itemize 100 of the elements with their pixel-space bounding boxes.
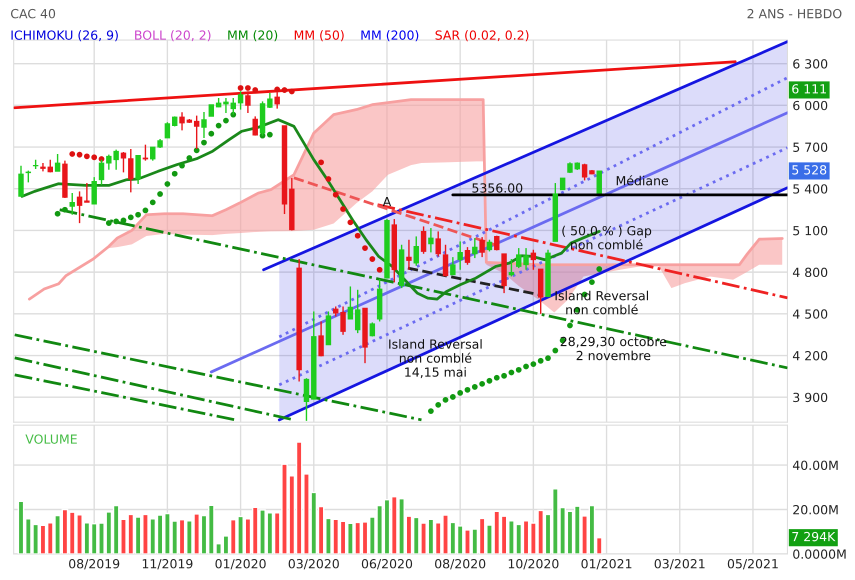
annotation: Médiane <box>616 175 668 186</box>
point <box>113 218 120 224</box>
point <box>442 396 448 403</box>
chart-subtitle: 2 ANS - HEBDO <box>748 8 842 18</box>
point <box>567 322 573 328</box>
annotation: 28,29,30 octobre 2 novembre <box>560 336 666 360</box>
candlestick <box>208 104 214 117</box>
point <box>369 256 376 262</box>
candlestick <box>135 154 141 185</box>
point <box>186 155 192 161</box>
text: 7 294K <box>792 532 836 542</box>
candlestick <box>120 151 126 174</box>
x-tick-label: 01/2020 <box>215 558 266 570</box>
point <box>494 374 500 381</box>
point <box>501 372 507 379</box>
point <box>216 122 222 129</box>
point <box>135 212 141 218</box>
candlestick <box>370 322 376 338</box>
point <box>54 210 60 217</box>
candlestick <box>106 154 112 170</box>
point <box>596 266 602 272</box>
candlestick <box>150 146 156 162</box>
point <box>288 88 295 94</box>
candlestick <box>530 249 536 270</box>
point <box>538 358 544 364</box>
point <box>435 402 442 408</box>
candlestick <box>340 306 346 336</box>
x-tick-label: 11/2019 <box>142 558 192 570</box>
y-tick-label: 4 800 <box>792 268 828 278</box>
y-tick-label: 5 100 <box>793 226 828 236</box>
y-tick-label: 6 000 <box>793 100 828 110</box>
point <box>106 220 112 226</box>
candlestick <box>333 306 338 318</box>
candlestick <box>348 286 354 320</box>
point <box>84 153 90 160</box>
annotation: 5 528 <box>792 165 826 175</box>
y-tick-label: 20.00M <box>793 504 838 514</box>
x-tick-label: 10/2020 <box>508 558 558 570</box>
annotation: BOLL (20, 2) <box>135 30 210 42</box>
point <box>120 218 126 224</box>
candlestick <box>26 170 32 184</box>
y-tick-label: 5 700 <box>793 142 828 152</box>
point <box>282 87 288 93</box>
annotation: A <box>382 196 392 206</box>
point <box>472 384 478 390</box>
y-tick-label: 4 500 <box>792 309 828 319</box>
annotation: ( 50.0 % ) Gap non comblé <box>562 226 652 250</box>
y-tick-label: 5 400 <box>793 184 828 194</box>
candlestick <box>516 247 522 269</box>
candlestick <box>238 90 244 110</box>
point <box>208 130 214 137</box>
y-tick-label: 3 900 <box>793 392 828 402</box>
candlestick <box>472 237 478 259</box>
candlestick <box>420 226 426 254</box>
candlestick <box>252 116 258 136</box>
point <box>486 378 492 384</box>
x-tick-label: 08/2020 <box>435 558 486 570</box>
point <box>479 380 486 387</box>
candlestick <box>201 111 207 139</box>
point <box>252 87 258 93</box>
point <box>450 394 456 400</box>
point <box>164 181 170 187</box>
point <box>157 191 163 197</box>
point <box>545 355 551 362</box>
point <box>508 370 514 376</box>
point <box>266 132 273 138</box>
point <box>428 408 434 414</box>
point <box>457 390 464 396</box>
point <box>332 192 339 198</box>
point <box>530 361 536 368</box>
candlestick <box>508 258 514 278</box>
candlestick <box>523 247 529 270</box>
point <box>223 118 229 124</box>
y-tick-label: 6 300 <box>793 59 828 69</box>
point <box>76 152 82 158</box>
candlestick <box>414 236 419 266</box>
point <box>516 366 522 373</box>
point <box>464 386 470 393</box>
candlestick <box>479 236 485 258</box>
candlestick <box>318 320 324 358</box>
x-tick-label: 03/2021 <box>654 558 705 570</box>
y-tick-label: 0.0000M <box>793 549 846 559</box>
candlestick <box>464 246 470 266</box>
x-tick-label: 08/2019 <box>69 558 120 570</box>
candlestick <box>596 170 602 194</box>
point <box>194 147 200 154</box>
candlestick <box>435 230 441 258</box>
candlestick <box>70 192 75 216</box>
candlestick <box>179 112 185 132</box>
x-tick-label: 06/2020 <box>362 558 412 570</box>
candlestick <box>442 244 448 278</box>
annotation: SAR (0.02, 0.2) <box>436 30 528 42</box>
candlestick <box>32 158 38 170</box>
candlestick <box>428 227 434 254</box>
candlestick <box>560 178 566 190</box>
annotation: VOLUME <box>25 434 77 444</box>
point <box>245 85 251 91</box>
y-tick-label: 4 200 <box>792 350 828 360</box>
y-tick-label: 40.00M <box>792 460 838 470</box>
candlestick <box>164 122 170 139</box>
